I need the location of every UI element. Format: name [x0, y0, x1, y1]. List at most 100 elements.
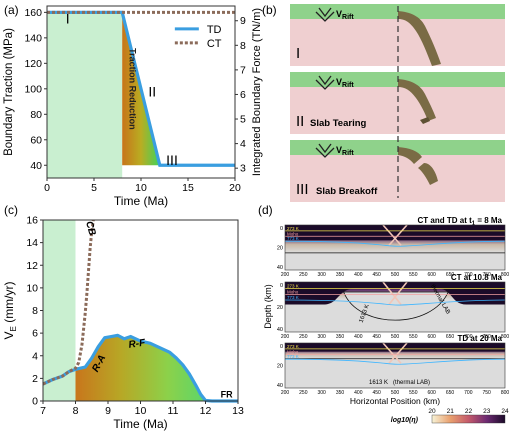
position-tick-label: 400 — [354, 272, 363, 278]
rift-velocity-sub: Rift — [342, 82, 354, 89]
rift-velocity-sub: Rift — [342, 150, 354, 157]
x-tick-label: 13 — [232, 405, 244, 417]
position-tick-label: 200 — [281, 390, 290, 396]
position-tick-label: 250 — [299, 272, 308, 278]
position-tick-label: 700 — [464, 334, 473, 340]
colorbar-tick-label: 23 — [483, 408, 491, 415]
isotherm-line — [284, 358, 506, 365]
thermal-lab-contour — [343, 291, 449, 321]
position-tick-label: 500 — [391, 390, 400, 396]
rifting-phase-fill — [75, 335, 208, 401]
stable-phase-shading — [43, 220, 76, 401]
isotherm-line — [284, 240, 506, 247]
y-tick-label: 120 — [24, 58, 42, 70]
position-tick-label: 550 — [409, 272, 418, 278]
panel-a-y-label: Boundary Traction (MPa) — [3, 28, 15, 156]
viscosity-colorbar: 20 21 22 23 24 log10(η) — [391, 408, 509, 424]
panel-c-y-label-sub: E — [9, 326, 18, 331]
depth-tick-label: 20 — [277, 364, 283, 370]
annotation-fr: FR — [221, 390, 233, 400]
position-tick-label: 300 — [317, 390, 326, 396]
position-tick-label: 700 — [464, 390, 473, 396]
position-tick-label: 200 — [281, 272, 290, 278]
isotherm-label: Moho — [287, 231, 299, 236]
rift-velocity-v: V — [336, 145, 342, 155]
viscosity-panel-frame — [284, 342, 506, 389]
phase-label: II — [148, 83, 156, 99]
x-tick-label: 0 — [44, 182, 50, 194]
rift-symbol — [315, 11, 335, 22]
position-tick-label: 600 — [427, 334, 436, 340]
x-tick-label: 15 — [182, 182, 194, 194]
legend-label-td: TD — [207, 24, 222, 36]
rift-velocity-v: V — [336, 77, 342, 87]
y-tick-label: 80 — [30, 109, 42, 121]
subducting-slab — [398, 11, 441, 66]
x-tick-label: 9 — [105, 405, 111, 417]
position-tick-label: 700 — [464, 272, 473, 278]
panel-a-shaded-region — [47, 12, 123, 178]
viscosity-panel-title: CT at 10.8 Ma — [451, 273, 503, 282]
phase-label: III — [166, 152, 178, 168]
rift-symbol — [318, 143, 332, 154]
rift-velocity-label: VRift — [336, 9, 354, 21]
stage-numeral: II — [296, 113, 304, 130]
title-main: CT at 10.8 Ma — [451, 273, 503, 282]
lithosphere-thinned — [285, 282, 505, 305]
stable-phase-shading — [47, 12, 123, 178]
position-tick-label: 300 — [317, 272, 326, 278]
position-tick-label: 550 — [409, 390, 418, 396]
panel-c-y-label-v: V — [2, 331, 16, 339]
y2-tick-label: 7 — [240, 64, 246, 76]
rift-symbol — [318, 7, 332, 18]
panel-c-label: (c) — [4, 203, 18, 217]
position-tick-label: 750 — [482, 334, 491, 340]
position-tick-label: 400 — [354, 390, 363, 396]
position-tick-label: 450 — [372, 334, 381, 340]
y-tick-label: 12 — [26, 260, 38, 272]
panel-a-series — [47, 10, 235, 167]
viscosity-panel-title: TD at 20 Ma — [458, 334, 503, 343]
panel-d-x-label: Horizontal Position (km) — [350, 396, 440, 406]
rift-velocity-v: V — [336, 9, 342, 19]
y2-tick-label: 5 — [240, 114, 246, 126]
position-tick-label: 350 — [336, 272, 345, 278]
isotherm-label: 773 K — [287, 236, 299, 241]
isotherm-label: Moho — [287, 290, 299, 295]
colorbar-gradient — [431, 414, 506, 424]
isotherm-label: 773 K — [287, 295, 299, 300]
panel-c-series — [42, 219, 238, 403]
y-tick-label: 4 — [32, 350, 38, 362]
shear-zone — [382, 281, 408, 305]
subducting-slab — [398, 147, 422, 164]
isotherm-label: 273 K — [287, 226, 299, 231]
position-tick-label: 800 — [501, 334, 510, 340]
panel-b-label: (b) — [262, 3, 277, 17]
position-tick-label: 800 — [501, 390, 510, 396]
stage-description: Slab Breakoff — [316, 186, 378, 197]
colorbar-tick-label: 22 — [465, 408, 473, 415]
phase-label: I — [66, 11, 70, 27]
viscosity-panel-frame — [284, 224, 506, 271]
panel-a-x-label: Time (Ma) — [114, 194, 168, 208]
position-tick-label: 650 — [446, 334, 455, 340]
position-tick-label: 750 — [482, 272, 491, 278]
y-tick-label: 160 — [24, 7, 42, 19]
series-ct-line — [42, 219, 95, 386]
position-tick-label: 500 — [391, 272, 400, 278]
depth-tick-label: 20 — [277, 305, 283, 311]
isotherm-label: 273 K — [287, 284, 299, 289]
position-tick-label: 600 — [427, 390, 436, 396]
position-tick-label: 350 — [336, 334, 345, 340]
depth-tick-label: 0 — [280, 344, 283, 350]
annotation-r-f: R-F — [128, 337, 147, 350]
rift-velocity-sub: Rift — [342, 14, 354, 21]
panel-c-x-ticks: 7 8 9 10 11 12 13 — [40, 401, 244, 417]
y2-tick-label: 9 — [240, 15, 246, 27]
